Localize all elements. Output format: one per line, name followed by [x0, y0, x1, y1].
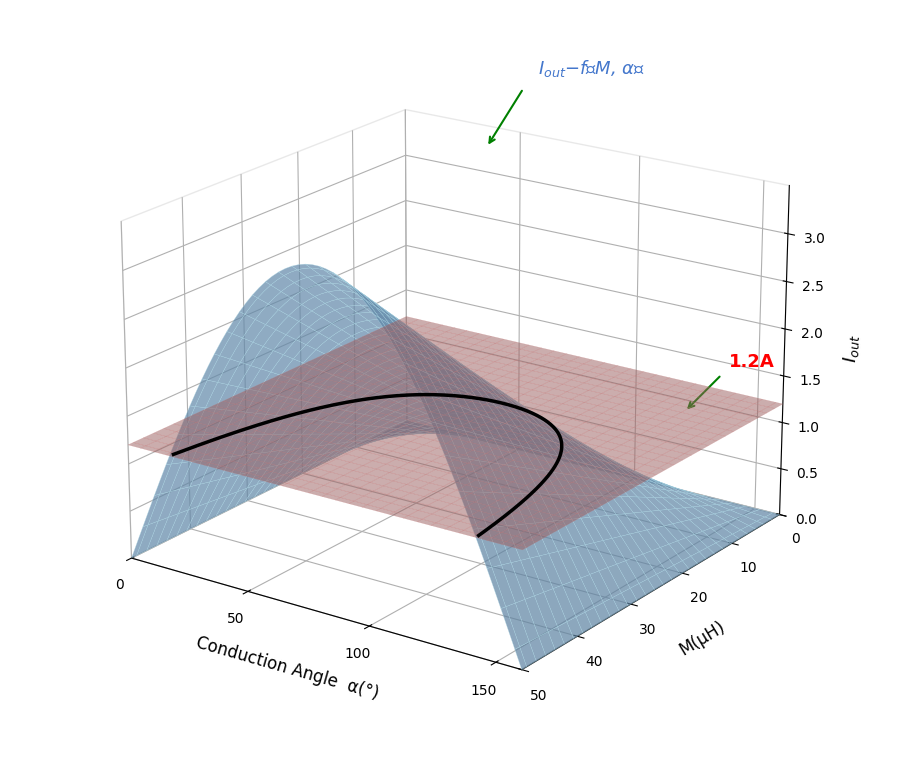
- Text: 1.2A: 1.2A: [729, 353, 775, 371]
- Text: $I_{out}$−f（M, α）: $I_{out}$−f（M, α）: [538, 58, 645, 79]
- X-axis label: Conduction Angle  α(°): Conduction Angle α(°): [194, 633, 381, 703]
- Y-axis label: M(μH): M(μH): [676, 617, 728, 659]
